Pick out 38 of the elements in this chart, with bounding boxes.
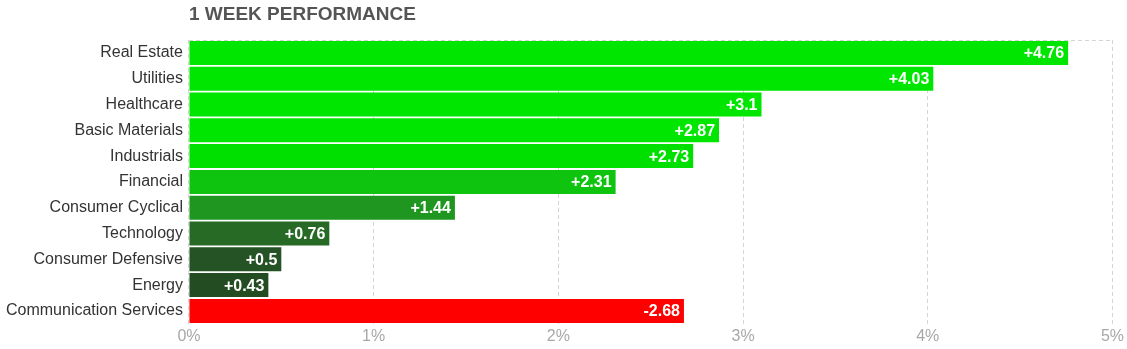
- bar: [189, 144, 694, 169]
- y-tick-label: Real Estate: [100, 43, 184, 61]
- y-tick-label: Technology: [102, 223, 183, 241]
- data-label: +2.73: [648, 147, 690, 165]
- x-tick-label: 0%: [177, 326, 201, 344]
- bar: [189, 169, 616, 194]
- data-label: +0.76: [284, 224, 326, 242]
- x-tick-label: 2%: [546, 326, 570, 344]
- data-label: +3.1: [725, 95, 758, 113]
- y-tick-label: Basic Materials: [74, 120, 183, 138]
- data-label: +0.5: [245, 250, 278, 268]
- data-label: +2.31: [571, 173, 612, 191]
- bar: [189, 66, 934, 91]
- data-label: -2.68: [643, 302, 681, 320]
- y-tick-label: Consumer Cyclical: [49, 198, 183, 216]
- y-tick-label: Healthcare: [105, 94, 184, 112]
- y-tick-label: Communication Services: [6, 301, 183, 319]
- x-tick-label: 5%: [1100, 326, 1124, 344]
- data-label: +2.87: [674, 121, 716, 139]
- bar: [189, 92, 762, 117]
- chart-title: 1 WEEK PERFORMANCE: [188, 2, 416, 24]
- x-tick-label: 1%: [362, 326, 386, 344]
- y-tick-label: Financial: [118, 172, 183, 190]
- y-tick-label: Utilities: [131, 69, 183, 87]
- bar: [189, 247, 282, 272]
- y-tick-label: Energy: [132, 275, 183, 293]
- x-tick-label: 4%: [916, 326, 940, 344]
- y-tick-label: Consumer Defensive: [33, 249, 184, 267]
- bar: [189, 118, 720, 143]
- bar: [189, 298, 684, 323]
- y-tick-label: Industrials: [110, 146, 183, 164]
- data-label: +1.44: [410, 199, 452, 217]
- bar: [189, 195, 455, 220]
- x-tick-label: 3%: [731, 326, 755, 344]
- bar: [189, 40, 1069, 65]
- data-label: +4.76: [1023, 44, 1065, 62]
- data-label: +4.03: [888, 70, 930, 88]
- data-label: +0.43: [223, 276, 265, 294]
